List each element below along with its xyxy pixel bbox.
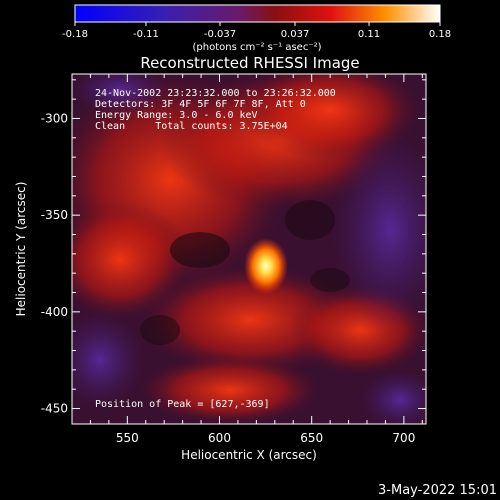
x-tick-label: 550 <box>116 431 139 445</box>
colorbar-tick-label: 0.11 <box>358 29 380 40</box>
plot-title: Reconstructed RHESSI Image <box>140 54 359 72</box>
info-line-time: 24-Nov-2002 23:23:32.000 to 23:26:32.000 <box>95 88 336 99</box>
y-tick-label: -300 <box>41 111 68 125</box>
axes: 550 600 650 700 -300 -350 -400 -450 <box>41 74 426 445</box>
colorbar-unit-label: (photons cm⁻² s⁻¹ asec⁻²) <box>192 42 321 53</box>
footer-timestamp: 3-May-2022 15:01 <box>378 483 497 498</box>
colorbar-tick-label: 0.037 <box>281 29 310 40</box>
y-tick-label: -400 <box>41 305 68 319</box>
y-axis-label: Heliocentric Y (arcsec) <box>14 182 28 317</box>
y-tick-label: -450 <box>41 402 68 416</box>
info-block: 24-Nov-2002 23:23:32.000 to 23:26:32.000… <box>95 88 336 132</box>
info-line-counts: Clean Total counts: 3.75E+04 <box>95 121 288 132</box>
peak-source <box>244 238 288 294</box>
x-axis-label: Heliocentric X (arcsec) <box>181 448 317 462</box>
info-line-detectors: Detectors: 3F 4F 5F 6F 7F 8F, Att 0 <box>95 99 306 110</box>
colorbar-tick-label: -0.037 <box>204 29 236 40</box>
colorbar-tick-label: -0.18 <box>62 29 88 40</box>
y-tick-label: -350 <box>41 208 68 222</box>
colorbar-tick-label: -0.11 <box>133 29 159 40</box>
colorbar-gradient <box>74 4 441 23</box>
colorbar: -0.18 -0.11 -0.037 0.037 0.11 0.18 (photons c… <box>62 4 451 53</box>
colorbar-tick-label: 0.18 <box>429 29 451 40</box>
peak-position-label: Position of Peak = [627,-369] <box>95 399 270 410</box>
info-line-energy: Energy Range: 3.0 - 6.0 keV <box>95 110 258 121</box>
x-tick-label: 700 <box>392 431 415 445</box>
x-tick-label: 600 <box>208 431 231 445</box>
x-tick-label: 650 <box>300 431 323 445</box>
colorbar-ticks: -0.18 -0.11 -0.037 0.037 0.11 0.18 <box>62 22 451 40</box>
plot-frame <box>71 73 427 425</box>
heatmap-image <box>72 74 426 424</box>
